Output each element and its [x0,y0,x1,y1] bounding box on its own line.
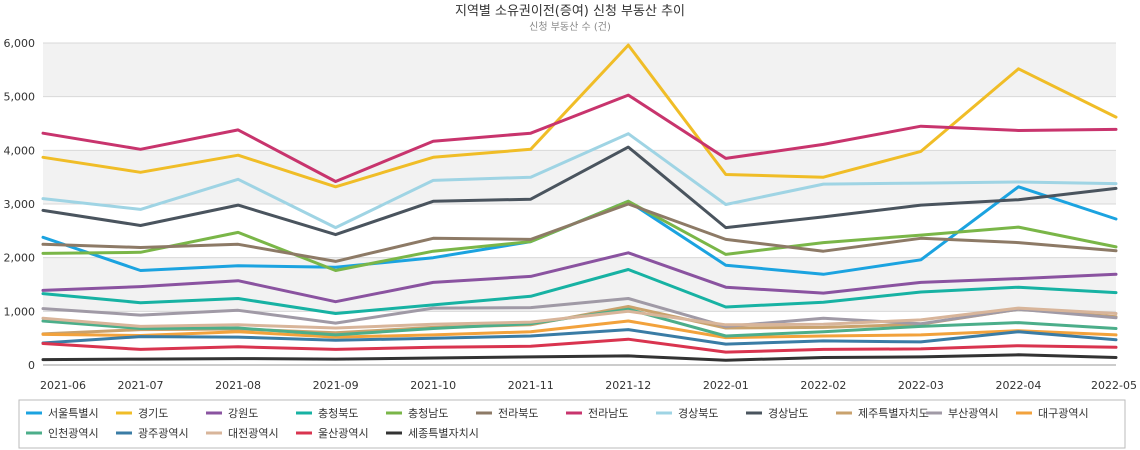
x-tick-label: 2022-03 [898,379,944,392]
legend-item[interactable]: 대전광역시 [206,427,279,440]
series-line-14[interactable] [41,306,1118,330]
legend-label: 대구광역시 [1038,407,1089,420]
legend-item[interactable]: 광주광역시 [116,427,189,440]
series-line-5[interactable] [41,202,1118,263]
legend-item[interactable]: 울산광역시 [296,427,369,440]
legend-label: 부산광역시 [948,407,999,420]
x-tick-label: 2021-08 [215,379,261,392]
y-tick-label: 0 [28,359,35,372]
legend-label: 전라남도 [588,407,628,420]
legend-item[interactable]: 세종특별자치시 [386,427,479,440]
series-line-10[interactable] [41,297,1118,328]
series-line-7[interactable] [41,132,1118,230]
series-line-16[interactable] [41,353,1118,362]
y-tick-label: 3,000 [4,198,36,211]
legend-label: 충청남도 [408,407,448,420]
legend-box [18,399,1126,449]
legend-label: 경기도 [138,407,168,420]
chart-title: 지역별 소유권이전(증여) 신청 부동산 추이 [455,4,685,19]
x-tick-label: 2021-06 [40,379,86,392]
legend-label: 제주특별자치도 [858,407,929,420]
y-tick-label: 5,000 [4,91,36,104]
grid-band [43,150,1116,204]
series-line-13[interactable] [41,328,1118,346]
legend-label: 대전광역시 [228,427,279,440]
legend-label: 강원도 [228,407,258,420]
legend-item[interactable]: 전라북도 [476,407,538,420]
legend-label: 서울특별시 [48,407,99,420]
x-tick-label: 2021-07 [118,379,164,392]
y-tick-label: 6,000 [4,37,36,50]
series-line-2[interactable] [41,251,1118,304]
y-tick-label: 2,000 [4,252,36,265]
legend: 서울특별시 경기도 강원도 충청북도 충청남도 전라북도 전라남도 경상북도 경상남도 제주특별자… [26,407,1089,440]
x-tick-label: 2021-11 [508,379,554,392]
x-tick-label: 2021-12 [605,379,651,392]
legend-item[interactable]: 충청북도 [296,407,358,420]
series-line-11[interactable] [41,319,1118,340]
x-tick-label: 2022-01 [703,379,749,392]
legend-label: 경상남도 [768,407,808,420]
legend-item[interactable]: 제주특별자치도 [836,407,929,420]
x-tick-label: 2022-02 [800,379,846,392]
legend-item[interactable]: 경상북도 [656,407,718,420]
legend-label: 울산광역시 [318,427,369,440]
legend-item[interactable]: 전라남도 [566,407,628,420]
x-tick-label: 2021-10 [410,379,456,392]
legend-item[interactable]: 서울특별시 [26,407,99,420]
legend-label: 광주광역시 [138,427,189,440]
legend-item[interactable]: 경기도 [116,407,168,420]
series-line-15[interactable] [41,337,1118,354]
x-tick-label: 2022-05 [1091,379,1137,392]
series-line-6[interactable] [41,93,1118,183]
series-line-3[interactable] [41,268,1118,315]
series-line-1[interactable] [41,43,1118,189]
legend-label: 충청북도 [318,407,358,420]
y-tick-label: 4,000 [4,144,36,157]
grid-band [43,43,1116,97]
legend-item[interactable]: 강원도 [206,407,258,420]
legend-item[interactable]: 충청남도 [386,407,448,420]
legend-label: 세종특별자치시 [408,427,479,440]
legend-label: 경상북도 [678,407,718,420]
series-line-8[interactable] [41,145,1118,237]
legend-label: 전라북도 [498,407,538,420]
y-tick-label: 1,000 [4,305,36,318]
x-tick-label: 2022-04 [995,379,1041,392]
x-tick-label: 2021-09 [313,379,359,392]
chart-subtitle: 신청 부동산 수 (건) [529,21,611,33]
legend-item[interactable]: 경상남도 [746,407,808,420]
legend-item[interactable]: 대구광역시 [1016,407,1089,420]
legend-label: 인천광역시 [48,426,99,440]
legend-item[interactable]: 부산광역시 [926,407,999,420]
legend-item[interactable]: 인천광역시 [26,426,99,440]
